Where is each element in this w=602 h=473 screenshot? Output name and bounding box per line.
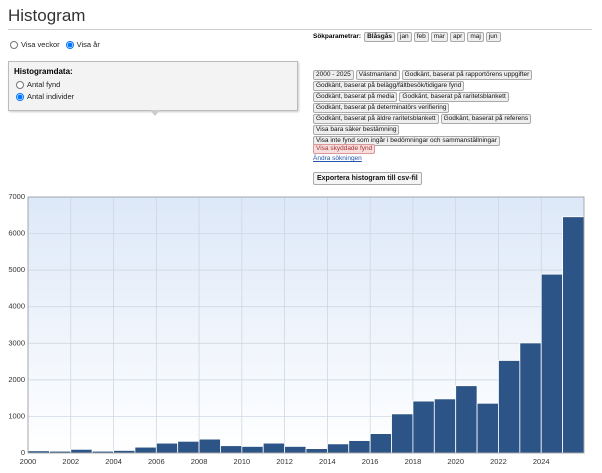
title-rule [8, 29, 592, 30]
search-tag[interactable]: Visa bara säker bestämning [313, 125, 400, 135]
bar [369, 433, 392, 454]
export-button[interactable]: Exportera histogram till csv-fil [313, 172, 422, 185]
radio-button[interactable] [65, 40, 74, 49]
bar [391, 413, 414, 454]
plot-border [27, 196, 585, 454]
bar [519, 342, 542, 454]
bar [70, 448, 93, 454]
protected-row: Visa skyddade fynd [313, 144, 377, 154]
radio-option[interactable]: Visa år [65, 40, 100, 49]
page-title: Histogram [8, 6, 86, 25]
x-tick-label: 2020 [447, 457, 464, 466]
bar [262, 442, 286, 454]
search-tag[interactable]: Godkänt, baserat på rapportörens uppgift… [401, 70, 533, 80]
search-row: Godkänt, baserat på äldre raritetsblanke… [313, 114, 533, 124]
bar [412, 400, 435, 454]
month-tag[interactable]: mar [430, 32, 448, 42]
y-tick-label: 3000 [8, 338, 25, 347]
month-tag[interactable]: jun [485, 32, 501, 42]
y-tick-label: 1000 [8, 411, 25, 420]
bar [134, 446, 157, 454]
radio-option[interactable]: Antal individer [16, 92, 74, 101]
y-tick-label: 4000 [8, 302, 25, 311]
radio-label: Antal individer [27, 92, 75, 101]
bar [220, 445, 243, 454]
box-pointer [150, 110, 160, 116]
bar [433, 398, 457, 454]
histogram-data-box [8, 61, 298, 111]
radio-option[interactable]: Antal fynd [16, 80, 60, 89]
bar [284, 446, 307, 454]
x-tick-label: 2002 [62, 457, 79, 466]
search-row: 2000 - 2025 Västmanland Godkänt, baserat p… [313, 70, 534, 80]
x-tick-label: 2016 [362, 457, 379, 466]
protected-tag[interactable]: Visa skyddade fynd [313, 144, 376, 154]
bar [305, 448, 328, 454]
month-tag[interactable]: maj [467, 32, 484, 42]
bar [241, 446, 264, 454]
species-tag[interactable]: Blåsgås [364, 32, 395, 42]
x-tick-label: 2012 [276, 457, 293, 466]
search-label: Sökparametrar: [313, 33, 362, 40]
x-tick-label: 2004 [105, 457, 122, 466]
x-tick-label: 2010 [234, 457, 251, 466]
y-tick-label: 7000 [8, 192, 25, 201]
x-tick-label: 2024 [533, 457, 550, 466]
histogram-option: Antal fynd [16, 80, 66, 89]
box-label: Histogramdata: [14, 67, 73, 76]
radio-button[interactable] [16, 80, 24, 89]
radio-label: Visa veckor [21, 40, 60, 49]
search-tag[interactable]: Godkänt, baserat på media [313, 92, 398, 102]
search-tag[interactable]: Godkänt, baserat på referens [440, 114, 532, 124]
x-tick-label: 2022 [490, 457, 507, 466]
view-options: Visa veckor Visa år [10, 40, 106, 49]
search-row: Godkänt, baserat på determinatörs verifi… [313, 103, 451, 113]
x-tick-label: 2006 [148, 457, 165, 466]
search-row: Visa inte fynd som ingår i bedömningar o… [313, 136, 502, 146]
search-row: Godkänt, baserat på media Godkänt, basera… [313, 92, 511, 102]
bar [326, 443, 350, 454]
month-tag[interactable]: apr [449, 32, 466, 42]
search-header: Sökparametrar: Blåsgås jan feb mar apr maj jun [313, 32, 503, 42]
radio-option[interactable]: Visa veckor [10, 40, 60, 49]
search-row: Visa bara säker bestämning [313, 125, 401, 135]
bar [498, 360, 521, 454]
x-tick-label: 2008 [191, 457, 208, 466]
bar [476, 402, 499, 454]
bar [198, 438, 221, 454]
search-tag[interactable]: Visa inte fynd som ingår i bedömningar o… [313, 136, 500, 146]
edit-link[interactable]: Ändra sökningen [313, 155, 362, 162]
search-tag[interactable]: Godkänt, baserat på belägg/fältbesök/tid… [313, 81, 465, 91]
radio-button[interactable] [16, 92, 24, 101]
y-tick-label: 0 [21, 448, 25, 457]
search-tag[interactable]: 2000 - 2025 [313, 70, 354, 80]
y-tick-label: 5000 [8, 265, 25, 274]
bar [540, 273, 564, 454]
radio-label: Antal fynd [27, 80, 61, 89]
bar [348, 440, 371, 454]
month-tag[interactable]: jan [397, 32, 412, 42]
bar [155, 442, 179, 454]
radio-label: Visa år [76, 40, 100, 49]
search-tag[interactable]: Godkänt, baserat på äldre raritetsblanke… [313, 114, 439, 124]
y-tick-label: 2000 [8, 375, 25, 384]
bar [177, 440, 200, 454]
x-tick-label: 2018 [405, 457, 422, 466]
search-tag[interactable]: Godkänt, baserat på determinatörs verifi… [313, 103, 450, 113]
bar [562, 216, 585, 454]
bar [455, 385, 478, 454]
x-tick-label: 2014 [319, 457, 336, 466]
search-row: Godkänt, baserat på belägg/fältbesök/tid… [313, 81, 466, 91]
y-tick-label: 6000 [8, 229, 25, 238]
radio-button[interactable] [10, 40, 18, 49]
month-tag[interactable]: feb [413, 32, 429, 42]
search-tag[interactable]: Godkänt, baserat på raritetsblankett [399, 92, 509, 102]
search-tag[interactable]: Västmanland [355, 70, 400, 80]
histogram-option: Antal individer [16, 92, 80, 101]
x-tick-label: 2000 [20, 457, 37, 466]
